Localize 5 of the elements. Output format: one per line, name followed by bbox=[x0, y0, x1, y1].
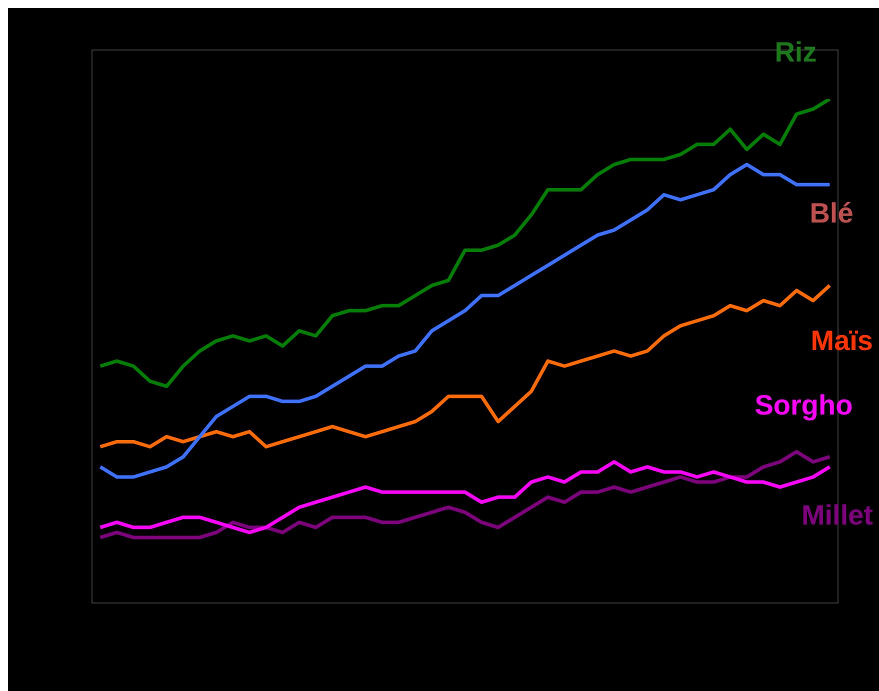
series-label: Blé bbox=[810, 197, 854, 228]
series-label: Riz bbox=[774, 36, 817, 68]
series-label: Sorgho bbox=[754, 390, 853, 421]
series-label: Maïs bbox=[810, 325, 873, 356]
series-label: Millet bbox=[801, 500, 874, 531]
